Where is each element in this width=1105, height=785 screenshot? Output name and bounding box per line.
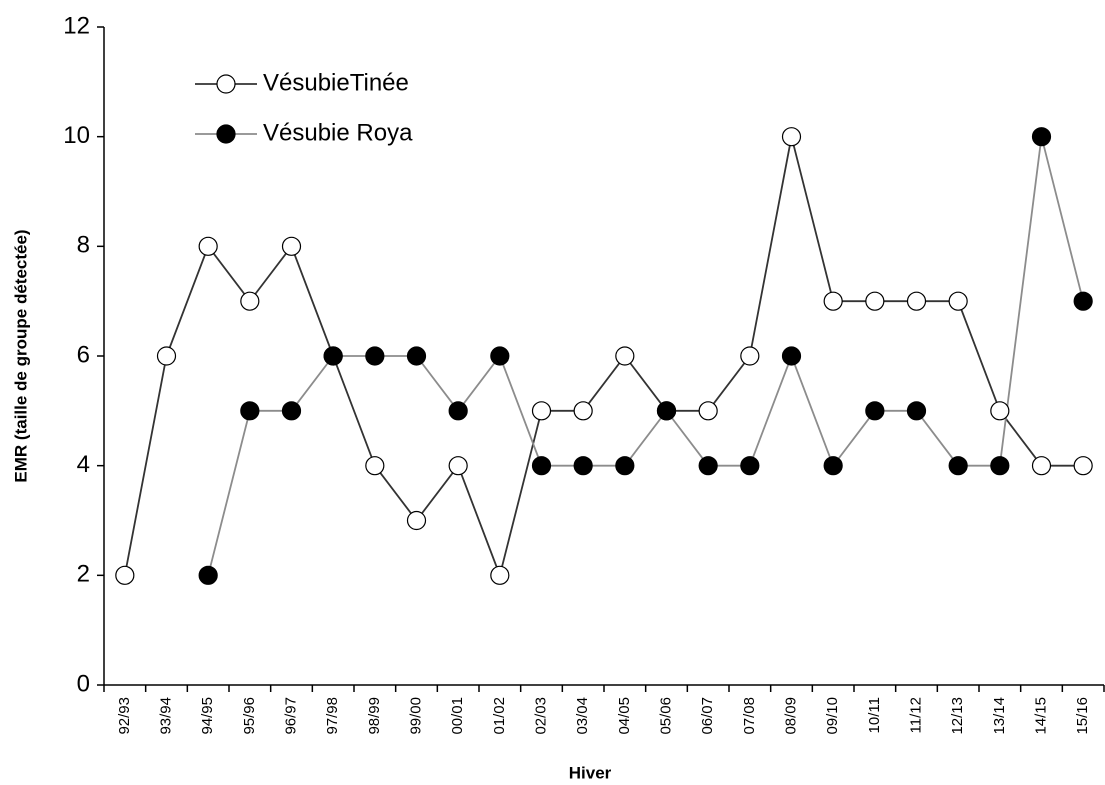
y-tick-label: 6 bbox=[77, 341, 90, 368]
data-point bbox=[823, 456, 843, 476]
y-axis-title: EMR (taille de groupe détectée) bbox=[11, 229, 30, 482]
data-point bbox=[906, 401, 927, 421]
y-tick-label: 10 bbox=[63, 122, 90, 149]
data-point bbox=[990, 456, 1010, 476]
data-point bbox=[115, 565, 135, 585]
data-point bbox=[240, 401, 260, 421]
x-tick-label: 92/93 bbox=[116, 697, 133, 735]
data-point bbox=[281, 401, 302, 421]
data-point bbox=[365, 456, 385, 476]
data-point bbox=[156, 346, 177, 366]
x-tick-label: 04/05 bbox=[616, 697, 633, 735]
series-line bbox=[207, 136, 1085, 576]
data-point bbox=[615, 346, 635, 366]
data-point bbox=[1031, 456, 1052, 476]
y-tick-label: 2 bbox=[77, 561, 90, 588]
data-point bbox=[781, 346, 802, 366]
x-tick-label: 94/95 bbox=[199, 697, 216, 735]
x-tick-label: 98/99 bbox=[366, 697, 383, 735]
data-point bbox=[656, 401, 677, 421]
data-point bbox=[823, 291, 843, 311]
data-point bbox=[490, 565, 510, 585]
data-point bbox=[740, 346, 760, 366]
data-point bbox=[948, 291, 968, 311]
data-point bbox=[323, 346, 343, 366]
x-tick-label: 05/06 bbox=[657, 697, 674, 735]
x-tick-label: 14/15 bbox=[1032, 697, 1049, 735]
data-point bbox=[448, 456, 468, 476]
data-point bbox=[1031, 127, 1052, 147]
data-point bbox=[865, 291, 885, 311]
data-point bbox=[740, 456, 760, 476]
x-tick-label: 12/13 bbox=[949, 697, 966, 735]
data-point bbox=[531, 456, 552, 476]
x-tick-label: 10/11 bbox=[866, 697, 883, 733]
data-point bbox=[406, 510, 427, 531]
x-tick-label: 01/02 bbox=[491, 697, 508, 735]
data-point bbox=[698, 401, 718, 421]
x-tick-label: 08/09 bbox=[782, 697, 799, 735]
data-point bbox=[781, 127, 802, 147]
x-tick-label: 93/94 bbox=[157, 697, 174, 735]
data-point bbox=[281, 236, 302, 256]
x-tick-label: 06/07 bbox=[699, 697, 716, 735]
data-point bbox=[990, 401, 1010, 421]
data-point bbox=[865, 401, 885, 421]
data-point bbox=[198, 565, 218, 585]
data-point bbox=[198, 236, 218, 256]
y-tick-label: 12 bbox=[63, 12, 90, 39]
x-tick-label: 95/96 bbox=[241, 697, 258, 735]
data-point bbox=[1073, 456, 1093, 476]
x-tick-label: 11/12 bbox=[907, 697, 924, 733]
data-point bbox=[1073, 291, 1093, 311]
x-tick-label: 15/16 bbox=[1074, 697, 1091, 735]
x-tick-label: 00/01 bbox=[449, 697, 466, 735]
data-point bbox=[698, 456, 718, 476]
data-point bbox=[406, 346, 427, 366]
x-tick-label: 02/03 bbox=[532, 697, 549, 735]
legend-marker bbox=[216, 124, 236, 144]
x-tick-label: 09/10 bbox=[824, 697, 841, 735]
data-point bbox=[365, 346, 385, 366]
data-point bbox=[573, 456, 593, 476]
data-point bbox=[906, 291, 927, 311]
data-point bbox=[531, 401, 552, 421]
data-point bbox=[448, 401, 468, 421]
x-tick-label: 03/04 bbox=[574, 697, 591, 735]
x-tick-label: 07/08 bbox=[741, 697, 758, 735]
y-tick-label: 4 bbox=[77, 451, 90, 478]
data-point bbox=[948, 456, 968, 476]
x-tick-label: 97/98 bbox=[324, 697, 341, 735]
legend-label: Vésubie Roya bbox=[263, 119, 413, 146]
x-axis-title: Hiver bbox=[569, 763, 612, 782]
data-point bbox=[615, 456, 635, 476]
data-point bbox=[490, 346, 510, 366]
x-tick-label: 96/97 bbox=[282, 697, 299, 735]
data-point bbox=[240, 291, 260, 311]
data-point bbox=[573, 401, 593, 421]
legend-label: VésubieTinée bbox=[263, 69, 409, 96]
y-tick-label: 8 bbox=[77, 232, 90, 259]
series-line bbox=[123, 136, 1084, 579]
x-tick-label: 13/14 bbox=[991, 697, 1008, 735]
y-tick-label: 0 bbox=[77, 670, 90, 697]
legend-marker bbox=[216, 74, 236, 94]
x-tick-label: 99/00 bbox=[407, 697, 424, 735]
